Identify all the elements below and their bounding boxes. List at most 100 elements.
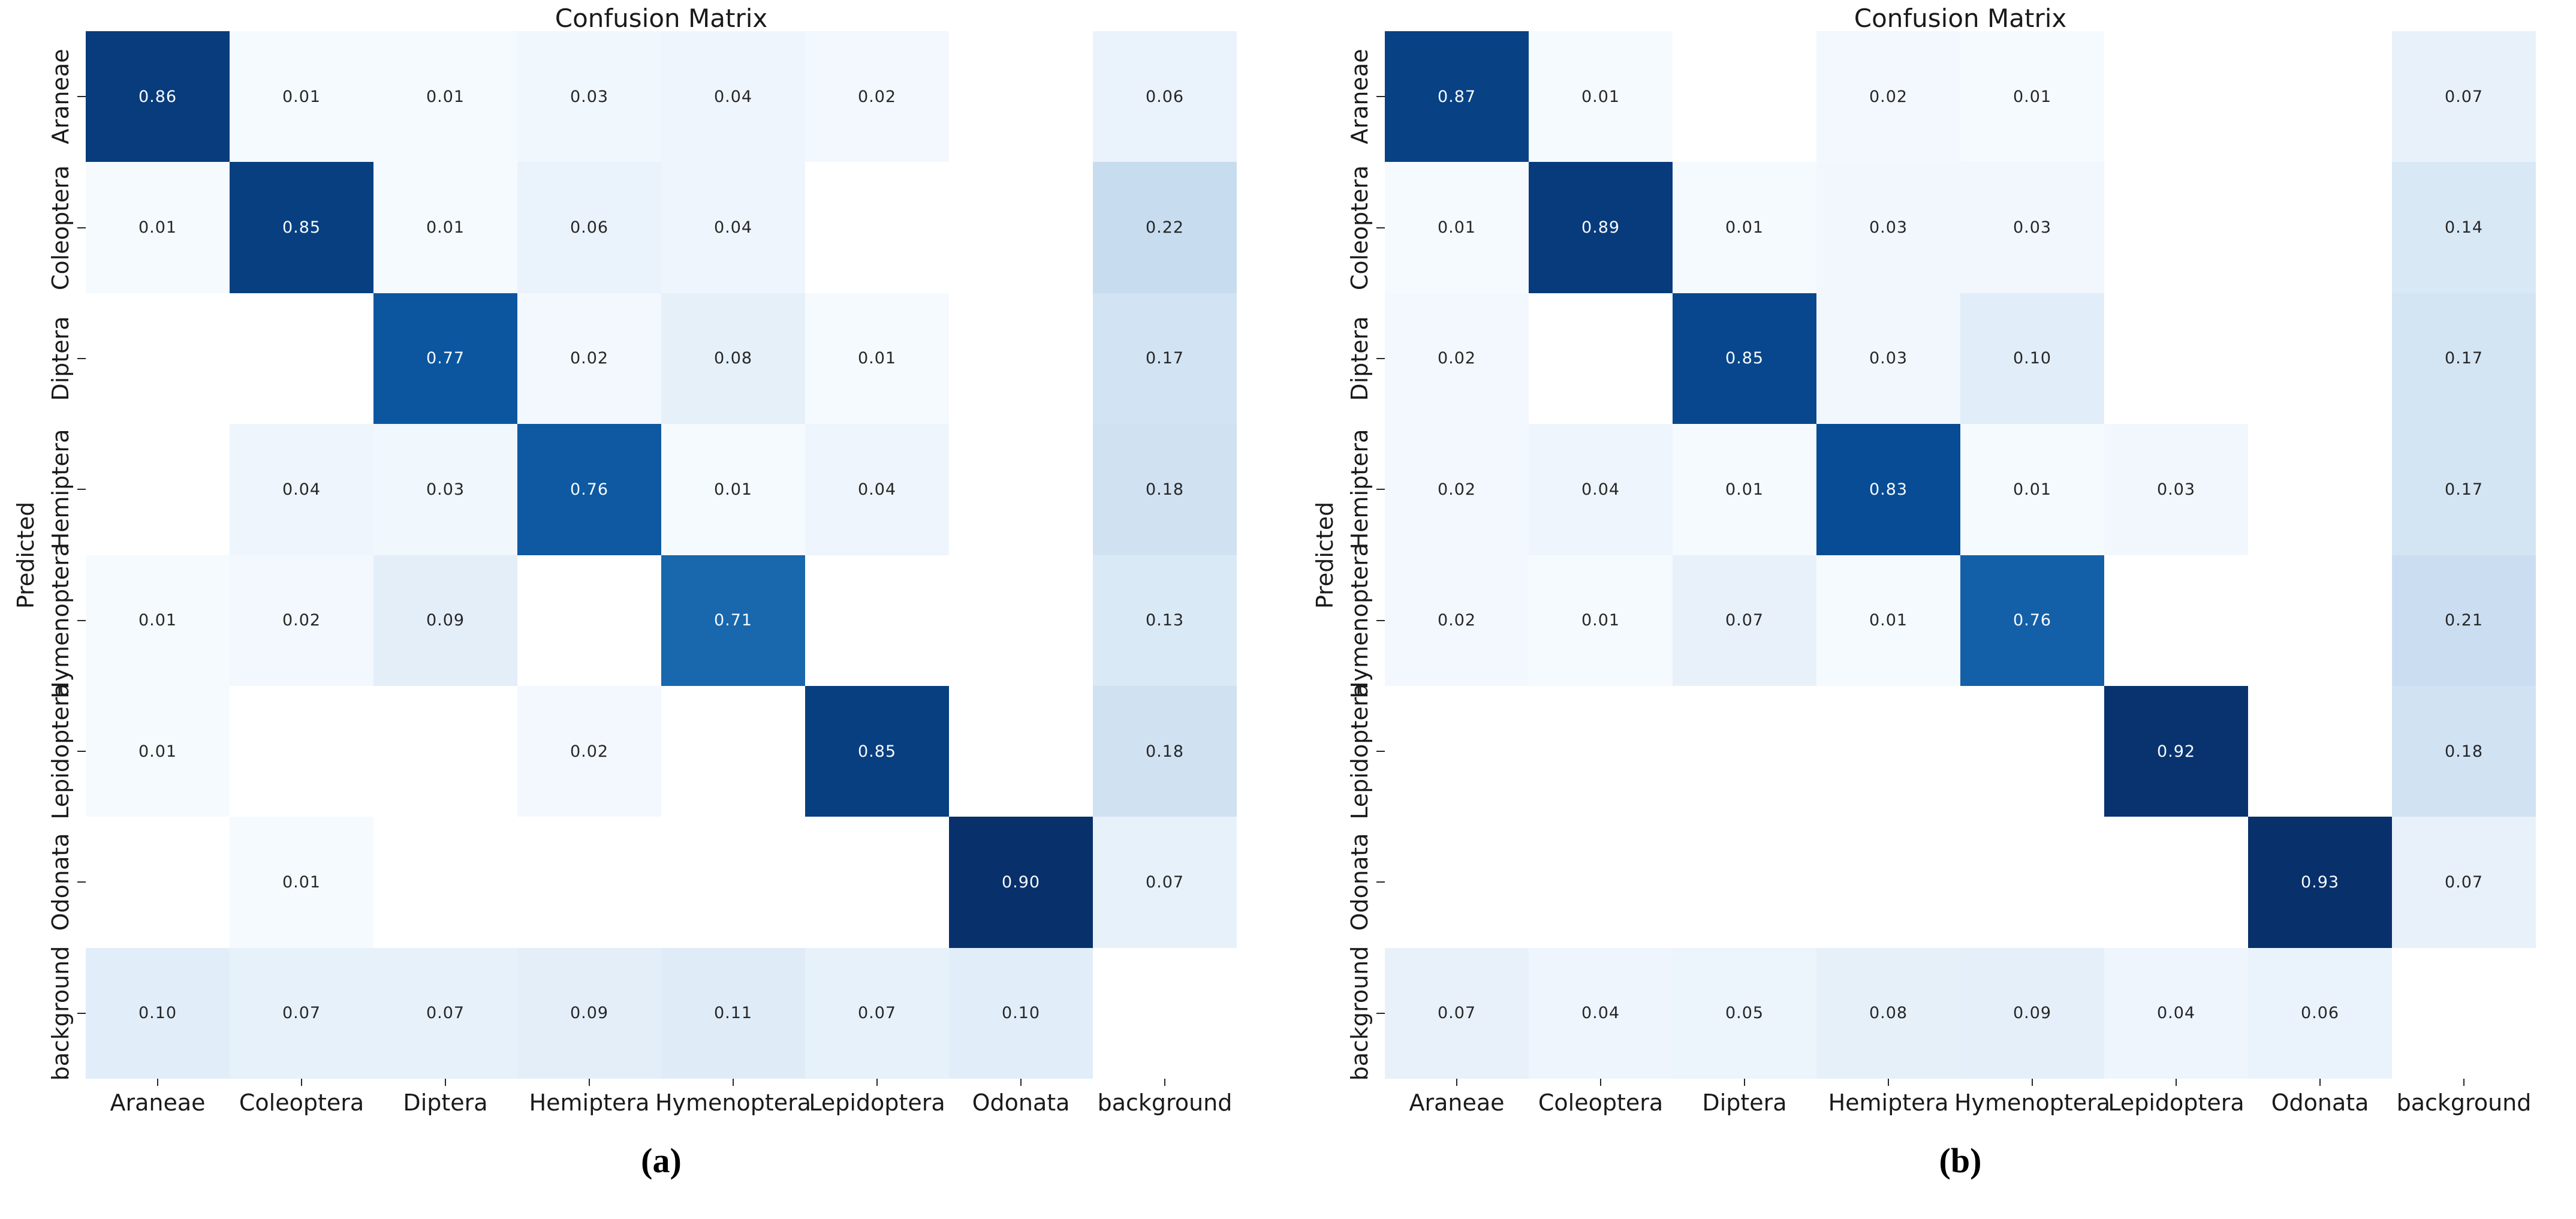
x-tick-mark xyxy=(301,1079,302,1086)
x-tick-label: Hemiptera xyxy=(1828,1089,1949,1116)
x-tick-mark xyxy=(1744,1079,1745,1086)
y-tick-mark xyxy=(1376,751,1385,753)
y-tick-label: Hemiptera xyxy=(1346,429,1373,550)
x-tick-mark xyxy=(445,1079,446,1086)
chart-title: Confusion Matrix xyxy=(1854,4,2067,33)
confusion-matrix-grid: 0.86 0.01 0.01 0.03 0.04 0.02 0.06 0.01 0.85 0.01… xyxy=(86,31,1237,1079)
y-tick-mark xyxy=(77,1012,86,1014)
matrix-cell: 0.02 xyxy=(1385,424,1529,555)
matrix-cell xyxy=(805,555,949,686)
matrix-cell: 0.07 xyxy=(1673,555,1816,686)
matrix-cell xyxy=(805,817,949,948)
y-tick-label: background xyxy=(47,946,74,1081)
matrix-cell xyxy=(2248,162,2392,293)
x-tick-label: Odonata xyxy=(2271,1089,2369,1116)
matrix-cell: 0.85 xyxy=(805,685,949,817)
matrix-cell: 0.01 xyxy=(373,162,517,293)
y-tick-label: Hemiptera xyxy=(47,429,74,550)
x-tick-label: Diptera xyxy=(403,1089,488,1116)
matrix-cell: 0.71 xyxy=(661,555,805,686)
matrix-cell xyxy=(2104,555,2248,686)
matrix-cell xyxy=(2104,31,2248,162)
matrix-cell: 0.07 xyxy=(2392,817,2536,948)
matrix-cell: 0.07 xyxy=(1093,817,1237,948)
matrix-cell: 0.04 xyxy=(661,31,805,162)
y-tick-mark xyxy=(77,227,86,228)
y-tick-mark xyxy=(1376,357,1385,359)
x-tick-label: Lepidoptera xyxy=(2108,1089,2244,1116)
matrix-cell: 0.07 xyxy=(1385,947,1529,1079)
x-tick-label: background xyxy=(1097,1089,1233,1116)
matrix-cell: 0.18 xyxy=(2392,685,2536,817)
matrix-cell: 0.01 xyxy=(1529,555,1673,686)
y-tick-label: Diptera xyxy=(47,316,74,401)
x-tick-label: Odonata xyxy=(972,1089,1070,1116)
matrix-cell: 0.13 xyxy=(1093,555,1237,686)
y-tick-label: Coleoptera xyxy=(47,165,74,290)
matrix-cell: 0.17 xyxy=(2392,424,2536,555)
matrix-cell: 0.01 xyxy=(1673,162,1816,293)
matrix-cell xyxy=(1816,817,1960,948)
subfigure-caption-a: (a) xyxy=(641,1141,682,1180)
matrix-cell xyxy=(1673,31,1816,162)
y-tick-mark xyxy=(1376,489,1385,490)
x-tick-label: Hymenoptera xyxy=(655,1089,812,1116)
matrix-cell xyxy=(373,685,517,817)
matrix-cell xyxy=(949,31,1093,162)
matrix-cell: 0.01 xyxy=(1385,162,1529,293)
x-tick-mark xyxy=(589,1079,590,1086)
matrix-cell: 0.01 xyxy=(86,162,230,293)
y-tick-mark xyxy=(1376,96,1385,98)
matrix-cell xyxy=(949,293,1093,425)
matrix-cell: 0.09 xyxy=(517,947,661,1079)
x-tick-mark xyxy=(733,1079,734,1086)
matrix-cell: 0.03 xyxy=(373,424,517,555)
matrix-cell xyxy=(2104,817,2248,948)
matrix-cell: 0.02 xyxy=(230,555,373,686)
y-tick-label: Odonata xyxy=(47,833,74,931)
matrix-cell xyxy=(517,817,661,948)
x-tick-mark xyxy=(2032,1079,2033,1086)
y-tick-mark xyxy=(77,357,86,359)
y-axis-label: Predicted xyxy=(13,501,39,609)
matrix-cell: 0.11 xyxy=(661,947,805,1079)
matrix-cell: 0.18 xyxy=(1093,424,1237,555)
y-tick-mark xyxy=(77,489,86,490)
y-tick-label: Diptera xyxy=(1346,316,1373,401)
matrix-cell: 0.03 xyxy=(2104,424,2248,555)
matrix-cell: 0.92 xyxy=(2104,685,2248,817)
matrix-cell: 0.04 xyxy=(230,424,373,555)
y-tick-mark xyxy=(77,881,86,883)
matrix-cell: 0.02 xyxy=(805,31,949,162)
x-tick-mark xyxy=(2463,1079,2464,1086)
y-tick-label: Lepidoptera xyxy=(1346,683,1373,820)
matrix-cell xyxy=(86,293,230,425)
matrix-cell: 0.10 xyxy=(1960,293,2104,425)
matrix-cell: 0.10 xyxy=(949,947,1093,1079)
y-tick-label: background xyxy=(1346,946,1373,1081)
confusion-matrix-grid: 0.87 0.01 0.02 0.01 0.07 0.01 0.89 0.01 0.03 0.03… xyxy=(1385,31,2536,1079)
matrix-cell xyxy=(1529,685,1673,817)
matrix-cell: 0.10 xyxy=(86,947,230,1079)
matrix-cell: 0.01 xyxy=(1960,424,2104,555)
matrix-cell xyxy=(1093,947,1237,1079)
matrix-cell xyxy=(2248,685,2392,817)
matrix-cell: 0.01 xyxy=(230,817,373,948)
matrix-cell xyxy=(86,424,230,555)
matrix-cell: 0.87 xyxy=(1385,31,1529,162)
matrix-cell: 0.90 xyxy=(949,817,1093,948)
matrix-cell xyxy=(1529,293,1673,425)
y-tick-label: Hymenoptera xyxy=(47,542,74,699)
matrix-cell xyxy=(1673,817,1816,948)
matrix-cell: 0.03 xyxy=(1960,162,2104,293)
x-tick-mark xyxy=(1888,1079,1889,1086)
x-tick-mark xyxy=(876,1079,878,1086)
matrix-cell: 0.17 xyxy=(2392,293,2536,425)
matrix-cell: 0.01 xyxy=(373,31,517,162)
matrix-cell xyxy=(230,685,373,817)
y-axis-label: Predicted xyxy=(1312,501,1338,609)
y-tick-label: Hymenoptera xyxy=(1346,542,1373,699)
matrix-cell xyxy=(373,817,517,948)
x-tick-mark xyxy=(1600,1079,1601,1086)
